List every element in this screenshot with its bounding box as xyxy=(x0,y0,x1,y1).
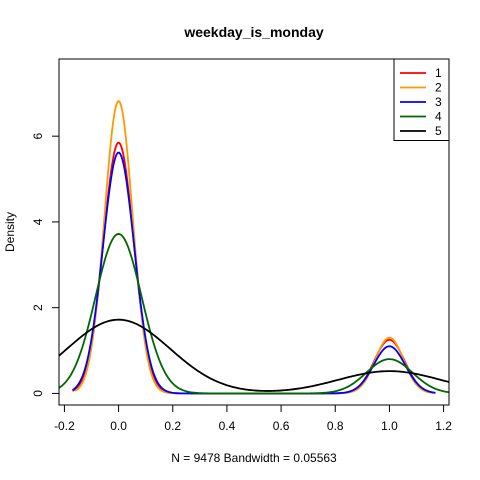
x-axis-label: N = 9478 Bandwidth = 0.05563 xyxy=(171,451,337,465)
legend-label-series-3: 3 xyxy=(435,95,442,109)
density-line-series-4 xyxy=(59,233,449,395)
y-tick-label: 4 xyxy=(31,218,45,225)
series-layer xyxy=(59,99,449,395)
legend-label-series-5: 5 xyxy=(435,124,442,138)
density-line-series-5 xyxy=(59,318,449,392)
x-tick-label: 0.6 xyxy=(273,419,290,433)
x-tick-label: 0.4 xyxy=(219,419,236,433)
y-tick-label: 0 xyxy=(31,390,45,397)
y-axis: 0 2 4 6 xyxy=(31,133,60,397)
x-tick-label: 0.0 xyxy=(110,419,127,433)
x-tick-label: 1.2 xyxy=(435,419,452,433)
x-tick-label: 0.8 xyxy=(327,419,344,433)
x-tick-label: -0.2 xyxy=(54,419,75,433)
y-tick-label: 6 xyxy=(31,133,45,140)
x-tick-label: 1.0 xyxy=(381,419,398,433)
x-tick-label: 0.2 xyxy=(164,419,181,433)
x-axis: -0.2 0.0 0.2 0.4 0.6 0.8 1.0 1.2 xyxy=(54,404,452,433)
legend-label-series-4: 4 xyxy=(435,110,442,124)
y-tick-label: 2 xyxy=(31,304,45,311)
legend-label-series-2: 2 xyxy=(435,81,442,95)
chart-title: weekday_is_monday xyxy=(183,24,324,40)
legend-label-series-1: 1 xyxy=(435,66,442,80)
y-axis-label: Density xyxy=(3,212,17,252)
